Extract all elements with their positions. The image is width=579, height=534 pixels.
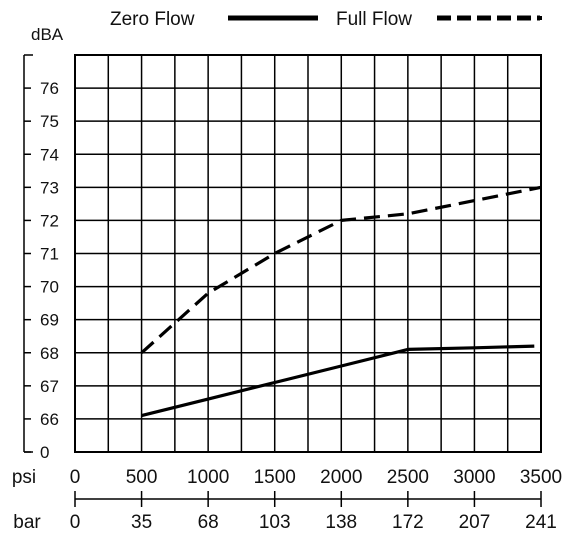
y-tick-label: 0 bbox=[40, 443, 49, 462]
psi-tick-label: 3000 bbox=[453, 467, 495, 488]
y-tick-label: 69 bbox=[40, 311, 59, 330]
grid bbox=[74, 54, 542, 453]
y-tick-label: 75 bbox=[40, 112, 59, 131]
legend-label-full-flow: Full Flow bbox=[336, 9, 412, 30]
series-group bbox=[140, 185, 542, 418]
psi-tick-labels: 0 500 1000 1500 2000 2500 3000 3500 bbox=[70, 467, 562, 488]
y-tick-label: 76 bbox=[40, 79, 59, 98]
psi-tick-label: 2000 bbox=[320, 467, 362, 488]
x-axis-bar-label: bar bbox=[13, 512, 41, 533]
bar-tick-label: 241 bbox=[525, 512, 557, 533]
bar-tick-label: 0 bbox=[70, 512, 81, 533]
legend: Zero Flow Full Flow bbox=[110, 9, 542, 30]
psi-tick-label: 1000 bbox=[187, 467, 229, 488]
x-axis-psi: psi 0 500 1000 1500 2000 2500 3000 3500 bbox=[12, 467, 562, 488]
psi-tick-label: 2500 bbox=[387, 467, 429, 488]
psi-tick-label: 500 bbox=[126, 467, 158, 488]
legend-label-zero-flow: Zero Flow bbox=[110, 9, 195, 30]
y-tick-label: 68 bbox=[40, 344, 59, 363]
y-axis-label: dBA bbox=[31, 25, 64, 44]
x-axis-bar: bar 0 35 68 103 138 172 207 241 bbox=[13, 491, 557, 533]
y-tick-label: 74 bbox=[40, 145, 59, 164]
bar-tick-label: 207 bbox=[459, 512, 491, 533]
series-zero-flow-line bbox=[141, 344, 535, 418]
bar-tick-label: 35 bbox=[131, 512, 152, 533]
y-tick-label: 66 bbox=[40, 410, 59, 429]
bar-tick-label: 172 bbox=[392, 512, 424, 533]
bar-tick-label: 138 bbox=[325, 512, 357, 533]
bar-axis-tick-marks bbox=[74, 491, 542, 507]
psi-tick-label: 0 bbox=[70, 467, 81, 488]
legend-line-full-flow-endcap bbox=[538, 16, 542, 20]
psi-tick-label: 1500 bbox=[254, 467, 296, 488]
y-tick-label: 73 bbox=[40, 178, 59, 197]
psi-tick-label: 3500 bbox=[520, 467, 562, 488]
bar-tick-label: 103 bbox=[259, 512, 291, 533]
x-axis-psi-label: psi bbox=[12, 467, 36, 488]
y-tick-label: 70 bbox=[40, 278, 59, 297]
y-tick-label: 72 bbox=[40, 211, 59, 230]
y-tick-label: 71 bbox=[40, 245, 59, 264]
bar-tick-label: 68 bbox=[198, 512, 219, 533]
bar-tick-labels: 0 35 68 103 138 172 207 241 bbox=[70, 512, 557, 533]
y-tick-label: 67 bbox=[40, 377, 59, 396]
y-tick-labels: 0 66 67 68 69 70 71 72 73 74 75 76 bbox=[24, 79, 59, 462]
series-full-flow-line bbox=[140, 185, 542, 354]
